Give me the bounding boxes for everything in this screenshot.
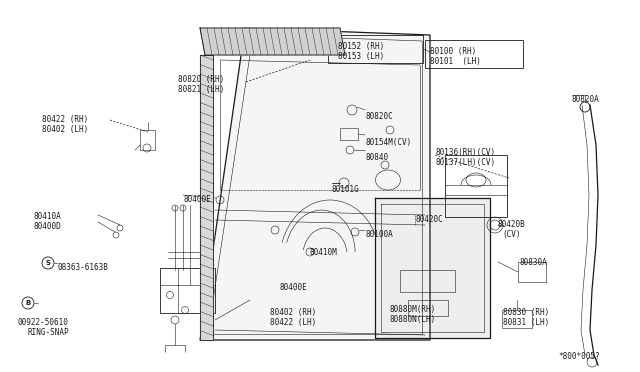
Text: 80136(RH)(CV): 80136(RH)(CV) [435,148,495,157]
Text: 80422 (RH): 80422 (RH) [42,115,88,124]
Text: 80101G: 80101G [332,185,360,194]
Text: 80101  (LH): 80101 (LH) [430,57,481,66]
Text: 80400D: 80400D [34,222,61,231]
Text: 80100A: 80100A [365,230,393,239]
Text: 80422 (LH): 80422 (LH) [270,318,316,327]
Bar [408,300,448,316]
Text: 80402 (RH): 80402 (RH) [270,308,316,317]
Bar [445,155,507,217]
Bar [340,128,358,140]
Text: 80400E: 80400E [183,195,211,204]
Bar [400,270,455,292]
Text: (CV): (CV) [502,230,520,239]
Bar [518,262,546,282]
Text: 80880N(LH): 80880N(LH) [390,315,436,324]
Text: 80830 (RH): 80830 (RH) [503,308,549,317]
Text: 80820 (RH): 80820 (RH) [178,75,224,84]
Bar [140,130,155,150]
Text: 80154M(CV): 80154M(CV) [365,138,412,147]
Text: 80820C: 80820C [365,112,393,121]
Text: 80840: 80840 [365,153,388,162]
Text: 80400E: 80400E [279,283,307,292]
Polygon shape [200,28,430,340]
Bar [160,268,215,313]
Polygon shape [375,198,490,338]
Text: 80830A: 80830A [520,258,548,267]
Text: 80820A: 80820A [572,95,600,104]
Text: 80831 (LH): 80831 (LH) [503,318,549,327]
Bar [502,310,532,328]
Polygon shape [200,28,345,55]
Text: 80100 (RH): 80100 (RH) [430,47,476,56]
Bar [425,40,523,68]
Text: 80420B: 80420B [498,220,525,229]
Text: 80410A: 80410A [34,212,61,221]
Text: 80420C: 80420C [415,215,443,224]
Text: 80137(LH)(CV): 80137(LH)(CV) [435,158,495,167]
Text: S: S [45,260,51,266]
Text: 08363-6163B: 08363-6163B [58,263,109,272]
Text: *800*005?: *800*005? [558,352,600,361]
Polygon shape [200,55,213,340]
Text: 80410M: 80410M [310,248,338,257]
Text: 80152 (RH): 80152 (RH) [338,42,384,51]
Bar [328,35,423,63]
Text: 80880M(RH): 80880M(RH) [390,305,436,314]
Text: 00922-50610: 00922-50610 [18,318,69,327]
Text: 80153 (LH): 80153 (LH) [338,52,384,61]
Text: 80821 (LH): 80821 (LH) [178,85,224,94]
Text: 80402 (LH): 80402 (LH) [42,125,88,134]
Text: RING-SNAP: RING-SNAP [28,328,70,337]
Text: B: B [26,300,31,306]
